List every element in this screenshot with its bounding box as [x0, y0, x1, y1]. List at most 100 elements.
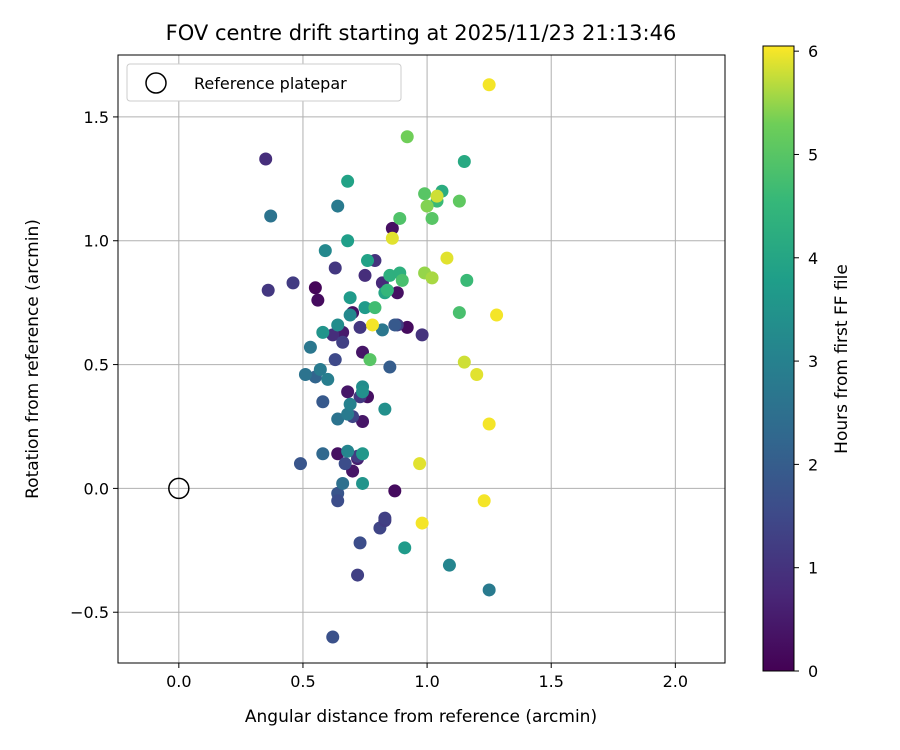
data-point [343, 291, 357, 305]
data-point [336, 476, 350, 490]
data-point [261, 283, 275, 297]
data-point [358, 268, 372, 282]
data-point [351, 568, 365, 582]
legend-marker-open-circle [145, 72, 167, 94]
data-point [328, 353, 342, 367]
data-point [363, 353, 377, 367]
data-point [343, 308, 357, 322]
colorbar-ticks: 0 1 2 3 4 5 6 [794, 42, 818, 681]
y-tick-label: 0.5 [84, 356, 109, 375]
colorbar-tick-label: 6 [808, 42, 818, 61]
data-point [388, 484, 402, 498]
reference-marker [168, 477, 190, 500]
data-point [380, 283, 394, 297]
data-point [321, 372, 335, 386]
colorbar-label: Hours from first FF file [832, 264, 852, 454]
data-point [358, 301, 372, 315]
data-point [298, 367, 312, 381]
grid [118, 55, 725, 663]
data-point [328, 261, 342, 275]
colorbar-tick-label: 2 [808, 455, 818, 474]
data-point [336, 335, 350, 349]
data-point [316, 447, 330, 461]
data-point [356, 415, 370, 429]
colorbar: 0 1 2 3 4 5 6 Hours from first FF file [762, 42, 852, 681]
plot-frame [117, 54, 726, 664]
data-point [326, 328, 340, 342]
y-tick-label: 1.5 [84, 108, 109, 127]
chart-title: FOV centre drift starting at 2025/11/23 … [166, 21, 677, 45]
data-point [425, 271, 439, 285]
data-point [326, 630, 340, 644]
data-point [365, 318, 379, 332]
x-axis-label: Angular distance from reference (arcmin) [245, 707, 597, 727]
data-point [316, 395, 330, 409]
data-point [385, 221, 399, 235]
data-point [313, 363, 327, 377]
legend-box [126, 63, 402, 102]
data-point [413, 457, 427, 471]
data-point [400, 320, 414, 334]
data-point [343, 397, 357, 411]
legend-label: Reference platepar [194, 74, 347, 93]
data-point [430, 189, 444, 203]
x-tick-label: 1.0 [414, 672, 439, 691]
data-point [341, 444, 355, 458]
axis-ticks: 0.0 0.5 1.0 1.5 2.0 −0.5 0.0 0.5 1.0 1.5 [70, 108, 688, 691]
data-point [353, 320, 367, 334]
data-point [425, 211, 439, 225]
x-tick-label: 2.0 [663, 672, 688, 691]
colorbar-tick-label: 5 [808, 145, 818, 164]
data-point [259, 152, 273, 166]
data-point [353, 536, 367, 550]
data-point [415, 328, 429, 342]
data-point [490, 308, 504, 322]
data-points [259, 78, 504, 644]
data-point [293, 457, 307, 471]
data-point [385, 231, 399, 245]
data-point [341, 385, 355, 399]
data-point [460, 273, 474, 287]
data-point [311, 293, 325, 307]
data-point [457, 154, 471, 168]
x-tick-label: 0.0 [166, 672, 191, 691]
data-point [440, 251, 454, 265]
data-point [356, 476, 370, 490]
data-point [415, 516, 429, 530]
data-point [482, 583, 496, 597]
data-point [395, 273, 409, 287]
data-point [378, 402, 392, 416]
data-point [356, 385, 370, 399]
colorbar-tick-label: 4 [808, 249, 818, 268]
legend: Reference platepar [126, 63, 402, 102]
colorbar-tick-label: 1 [808, 559, 818, 578]
data-point [418, 187, 432, 201]
data-point [390, 286, 404, 300]
x-tick-label: 1.5 [538, 672, 563, 691]
data-point [368, 301, 382, 315]
data-point [420, 199, 434, 213]
data-point [318, 244, 332, 258]
colorbar-tick-label: 0 [808, 662, 818, 681]
colorbar-tick-label: 3 [808, 352, 818, 371]
data-point [383, 268, 397, 282]
data-point [286, 276, 300, 290]
data-point [375, 323, 389, 337]
data-point [470, 367, 484, 381]
data-point [341, 234, 355, 248]
data-point [383, 360, 397, 374]
data-point [388, 318, 402, 332]
data-point [356, 447, 370, 461]
colorbar-gradient [762, 45, 795, 672]
data-point [452, 306, 466, 320]
data-point [361, 254, 375, 268]
data-point [482, 417, 496, 431]
data-point [378, 511, 392, 525]
data-point [393, 211, 407, 225]
data-point [341, 407, 355, 421]
data-point [331, 412, 345, 426]
data-point [457, 355, 471, 369]
data-point [264, 209, 278, 223]
data-point [331, 318, 345, 332]
